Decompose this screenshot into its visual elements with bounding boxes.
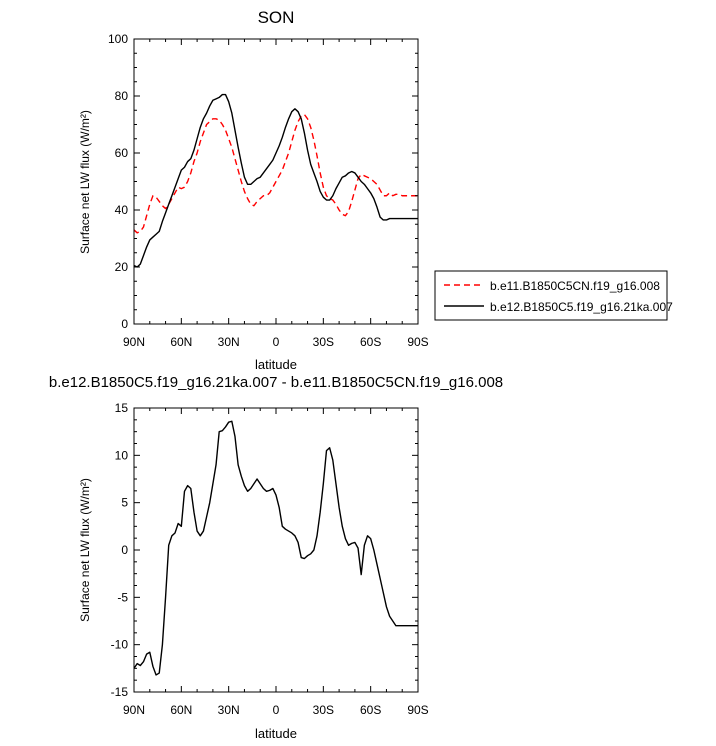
bottom-x-tick-label: 90N [123, 703, 145, 717]
bottom-panel: b.e12.B1850C5.f19_g16.21ka.007 - b.e11.B… [49, 374, 503, 741]
top-panel: SON 0 20 40 60 80 100 90N 60N 30N 0 30S 60S 90S lati… [78, 8, 673, 372]
bottom-x-tick-label: 90S [407, 703, 428, 717]
bottom-x-axis-label: latitude [255, 726, 297, 741]
bottom-x-tick-label: 60S [360, 703, 381, 717]
top-x-tick-label: 30S [313, 335, 334, 349]
legend-label-series-1: b.e11.B1850C5CN.f19_g16.008 [490, 279, 660, 293]
bottom-y-tick-label: 10 [115, 448, 129, 462]
top-y-tick-label: 100 [108, 32, 128, 46]
top-y-tick-label: 20 [115, 260, 129, 274]
top-x-tick-label: 90S [407, 335, 428, 349]
bottom-x-tick-label: 30N [218, 703, 240, 717]
legend: b.e11.B1850C5CN.f19_g16.008 b.e12.B1850C… [434, 270, 673, 321]
bottom-y-tick-label: 5 [121, 496, 128, 510]
bottom-y-tick-label: 15 [115, 401, 129, 415]
bottom-y-tick-label: -5 [117, 590, 128, 604]
bottom-axis-ticks: -15 -10 -5 0 5 10 15 90N 60N 30N 0 30S 60S 90S [111, 401, 429, 717]
bottom-y-tick-label: 0 [121, 543, 128, 557]
top-series-line-2 [133, 93, 418, 268]
top-y-tick-label: 80 [115, 89, 129, 103]
bottom-x-tick-label: 60N [170, 703, 192, 717]
top-y-tick-label: 40 [115, 203, 129, 217]
bottom-x-tick-label: 0 [273, 703, 280, 717]
top-y-tick-label: 0 [121, 317, 128, 331]
top-series-line-1 [133, 113, 418, 234]
top-y-tick-label: 60 [115, 146, 129, 160]
top-x-tick-label: 30N [218, 335, 240, 349]
top-x-tick-label: 0 [273, 335, 280, 349]
bottom-chart-title: b.e12.B1850C5.f19_g16.21ka.007 - b.e11.B… [49, 374, 503, 391]
bottom-plot-frame [133, 407, 419, 693]
legend-label-series-2: b.e12.B1850C5.f19_g16.21ka.007 [490, 300, 673, 314]
bottom-x-tick-label: 30S [313, 703, 334, 717]
bottom-y-tick-label: -15 [111, 685, 129, 699]
bottom-plot-area [133, 420, 418, 676]
top-axis-ticks: 0 20 40 60 80 100 90N 60N 30N 0 30S 60S 90S [108, 32, 429, 349]
legend-box [434, 270, 668, 321]
top-x-tick-label: 90N [123, 335, 145, 349]
top-plot-area [133, 93, 418, 268]
bottom-y-tick-label: -10 [111, 638, 129, 652]
bottom-y-axis-label: Surface net LW flux (W/m²) [78, 478, 92, 622]
bottom-series-line-1 [133, 420, 418, 676]
top-y-axis-label: Surface net LW flux (W/m²) [78, 110, 92, 254]
top-x-axis-label: latitude [255, 357, 297, 372]
top-x-tick-label: 60N [170, 335, 192, 349]
top-chart-title: SON [258, 8, 295, 27]
top-x-tick-label: 60S [360, 335, 381, 349]
